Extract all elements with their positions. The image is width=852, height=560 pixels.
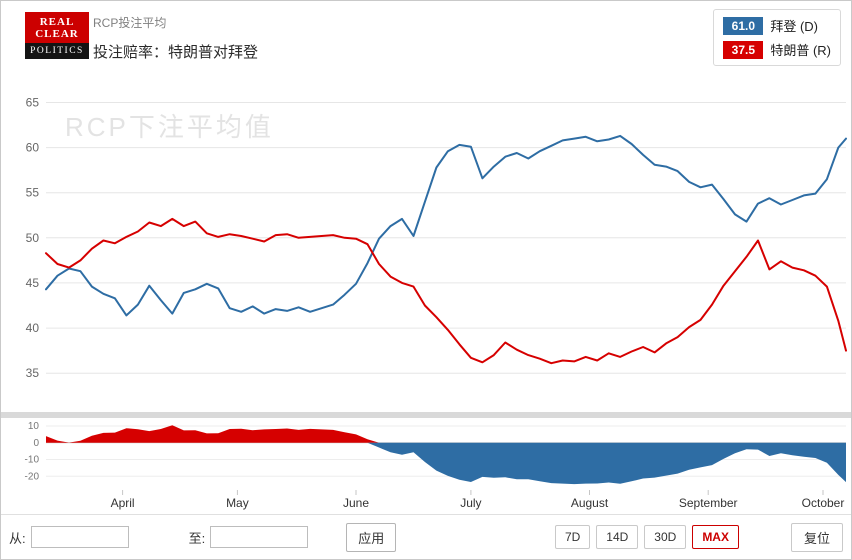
- navigator[interactable]: 10 0 -10 -20: [25, 421, 846, 485]
- navigator-area-trump-lead: [46, 425, 846, 443]
- navigator-tick-label: -10: [25, 455, 40, 466]
- from-label: 从:: [9, 530, 26, 546]
- y-tick-label: 35: [26, 366, 40, 380]
- chart-title-small: RCP投注平均: [93, 16, 167, 30]
- scrollbar-track[interactable]: [1, 412, 851, 418]
- x-axis: April May June July August September October: [111, 490, 845, 510]
- main-plot-area[interactable]: [45, 134, 847, 365]
- legend-item-trump: 37.5 特朗普 (R): [723, 40, 831, 59]
- to-label: 至:: [188, 530, 206, 546]
- x-tick-label: April: [111, 496, 135, 510]
- y-tick-label: 45: [26, 276, 40, 290]
- chart-subtitle: 投注赔率：特朗普对拜登: [93, 44, 259, 61]
- y-tick-label: 60: [26, 141, 40, 155]
- apply-button[interactable]: 应用: [346, 522, 397, 552]
- trump-legend-label: 特朗普 (R): [770, 43, 831, 58]
- biden-value-badge: 61.0: [723, 16, 764, 35]
- logo-line-politics: POLITICS: [25, 43, 89, 59]
- range-button-max[interactable]: MAX: [692, 525, 739, 549]
- trump-value-badge: 37.5: [723, 40, 764, 59]
- y-tick-label: 40: [26, 321, 40, 335]
- logo-line-real: REAL: [39, 16, 75, 28]
- from-date-input[interactable]: [30, 526, 129, 548]
- header: REAL CLEAR POLITICS RCP投注平均 投注赔率：特朗普对拜登 …: [1, 1, 851, 87]
- series-line-biden: [45, 134, 847, 317]
- x-tick-label: October: [802, 496, 845, 510]
- range-button-14d[interactable]: 14D: [596, 525, 639, 549]
- y-tick-label: 50: [26, 231, 40, 245]
- logo-line-clear: CLEAR: [35, 28, 79, 40]
- x-tick-label: June: [343, 496, 369, 510]
- x-tick-label: September: [679, 496, 738, 510]
- biden-legend-label: 拜登 (D): [770, 19, 818, 34]
- y-tick-label: 55: [26, 186, 40, 200]
- toolbar: 从: 至: 应用 7D 14D 30D MAX 复位: [1, 514, 851, 559]
- reset-button[interactable]: 复位: [790, 522, 843, 552]
- legend-item-biden: 61.0 拜登 (D): [723, 16, 831, 35]
- legend: 61.0 拜登 (D) 37.5 特朗普 (R): [713, 9, 841, 66]
- series-line-trump: [45, 217, 847, 365]
- to-date-input[interactable]: [210, 526, 309, 548]
- chart-watermark: RCP下注平均值: [65, 112, 274, 142]
- range-button-30d[interactable]: 30D: [644, 525, 687, 549]
- rcp-logo-top: REAL CLEAR: [25, 12, 89, 43]
- navigator-area-biden-lead: [46, 442, 846, 485]
- navigator-tick-label: -20: [25, 471, 40, 482]
- chart-canvas: 35 40 45 50 55 60 65 RCP下注平均值 10 0 -10 -20 April May J…: [1, 96, 851, 510]
- x-tick-label: May: [226, 496, 249, 510]
- navigator-tick-label: 10: [28, 421, 40, 432]
- chart-titles: RCP投注平均 投注赔率：特朗普对拜登: [93, 14, 258, 62]
- navigator-tick-label: 0: [33, 438, 39, 449]
- main-grid: 35 40 45 50 55 60 65: [26, 96, 846, 380]
- range-button-7d[interactable]: 7D: [554, 525, 591, 549]
- x-tick-label: July: [460, 496, 481, 510]
- rcp-logo: REAL CLEAR POLITICS: [25, 12, 89, 59]
- x-tick-label: August: [571, 496, 609, 510]
- range-selector: 7D 14D 30D MAX 复位: [554, 522, 843, 552]
- y-tick-label: 65: [26, 96, 40, 110]
